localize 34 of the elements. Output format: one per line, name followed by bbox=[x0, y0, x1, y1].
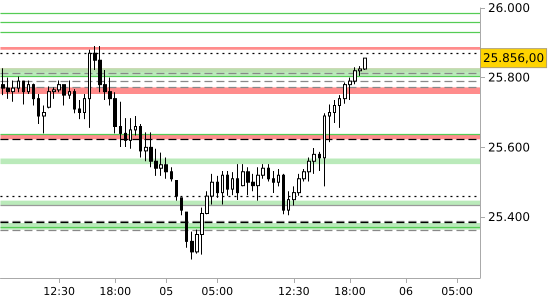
candlestick bbox=[282, 173, 285, 215]
candlestick bbox=[272, 170, 275, 194]
x-tick-label: 05:00 bbox=[201, 285, 234, 298]
candlestick bbox=[338, 94, 341, 128]
candlestick bbox=[37, 94, 40, 125]
candlestick bbox=[170, 166, 173, 182]
x-tick-label: 12:30 bbox=[278, 285, 310, 298]
candlestick bbox=[22, 80, 25, 106]
candlestick bbox=[42, 105, 46, 134]
candlestick bbox=[17, 76, 20, 93]
candlestick bbox=[134, 116, 137, 136]
candlestick bbox=[68, 80, 71, 100]
candlestick bbox=[32, 83, 35, 106]
candlestick bbox=[231, 172, 234, 196]
candlestick bbox=[333, 99, 336, 124]
x-tick-label: 18:00 bbox=[99, 285, 132, 298]
candlestick bbox=[318, 151, 321, 172]
candlestick bbox=[73, 88, 76, 114]
x-tick-label: 05 bbox=[159, 285, 174, 298]
candlestick bbox=[27, 80, 30, 95]
candlestick bbox=[267, 164, 270, 182]
x-tick-label: 05:00 bbox=[441, 285, 473, 298]
candlestick bbox=[78, 99, 81, 120]
x-tick-label: 12:30 bbox=[43, 285, 75, 298]
y-tick-label: 25.800 bbox=[488, 70, 530, 85]
x-tick-label: 06 bbox=[399, 285, 414, 298]
x-tick-label: 18:00 bbox=[334, 285, 366, 298]
text: 25.856,00 bbox=[483, 51, 544, 66]
y-tick-label: 26.000 bbox=[488, 1, 530, 15]
candlestick bbox=[83, 94, 86, 120]
y-tick-label: 25.400 bbox=[488, 210, 530, 224]
candlestick bbox=[277, 168, 280, 187]
candlestick bbox=[226, 170, 229, 196]
y-tick-label: 25.600 bbox=[488, 140, 530, 154]
